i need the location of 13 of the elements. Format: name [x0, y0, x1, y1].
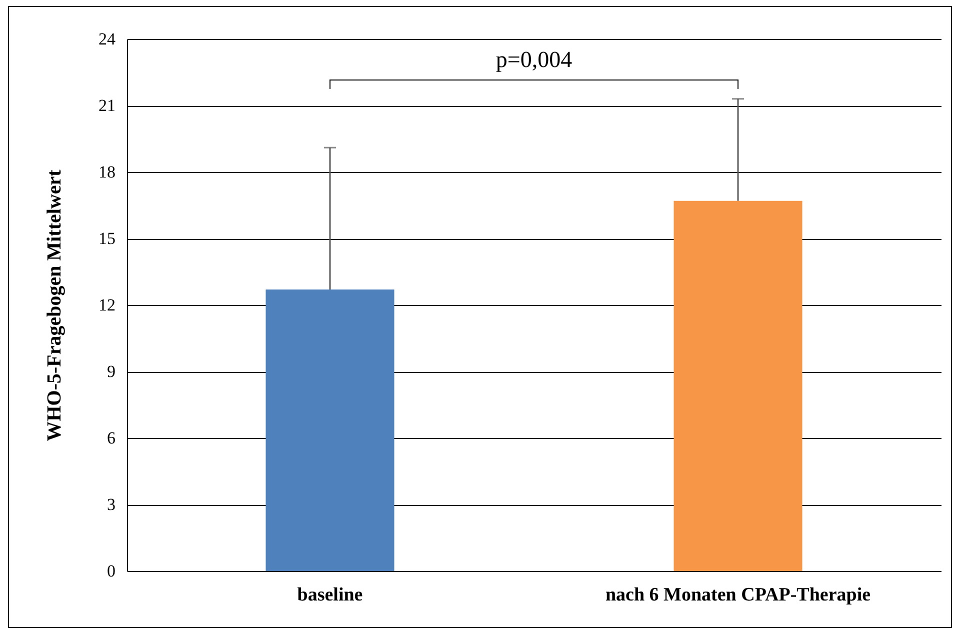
x-tick-label: baseline: [297, 584, 363, 606]
y-tick-label: 9: [107, 362, 116, 381]
y-tick-label: 24: [98, 30, 116, 48]
y-tick-label: 6: [107, 428, 116, 448]
x-tick-label: nach 6 Monaten CPAP-Therapie: [605, 584, 871, 606]
annotation: p=0,004: [496, 47, 573, 72]
y-tick-label: 12: [98, 296, 116, 314]
y-tick-label: 3: [107, 495, 116, 514]
y-tick-label: 15: [98, 229, 116, 248]
y-tick-label: 21: [98, 96, 116, 115]
y-axis-title: WHO-5-Fragebogen Mittelwert: [44, 169, 66, 442]
y-tick-label: 18: [98, 162, 116, 182]
y-tick-label: 0: [107, 562, 116, 580]
